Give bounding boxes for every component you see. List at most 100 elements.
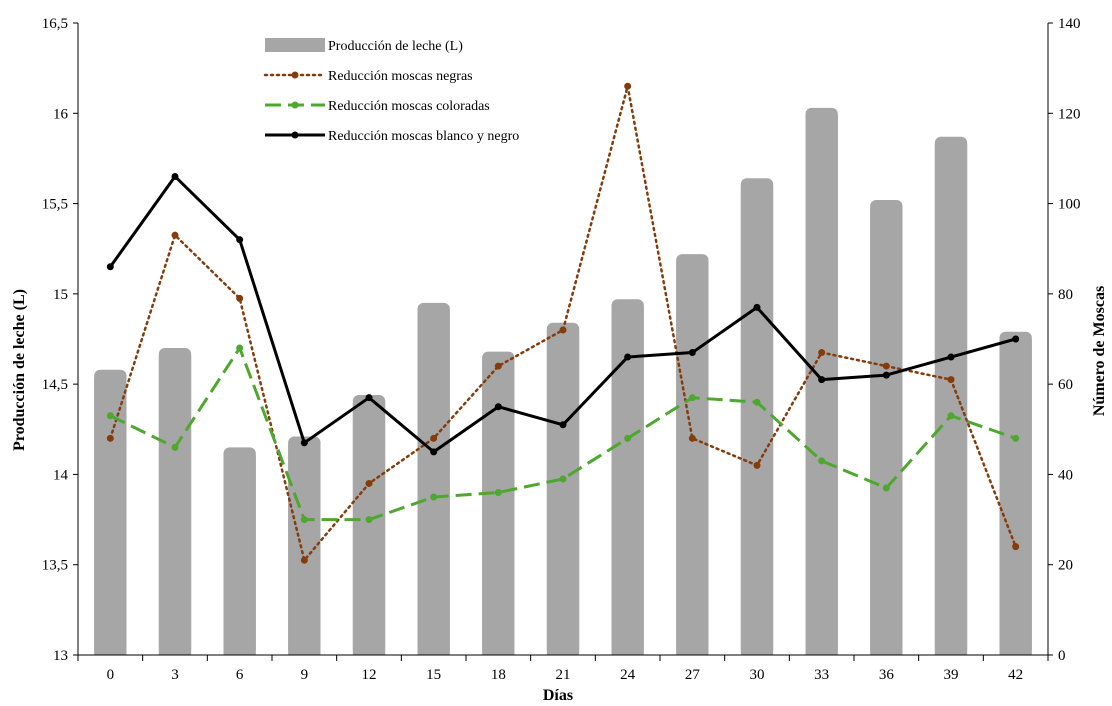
- left-tick-label: 15,5: [42, 197, 68, 213]
- series-3-point: [818, 376, 826, 384]
- left-tick-label: 14: [53, 467, 69, 483]
- series-1-point: [947, 376, 955, 384]
- series-2-point: [236, 344, 244, 352]
- x-tick-label: 39: [944, 667, 959, 683]
- left-tick-label: 13,5: [42, 558, 68, 574]
- series-2-point: [300, 516, 308, 524]
- bar-base-3: [158, 356, 192, 655]
- right-tick-label: 80: [1058, 287, 1073, 303]
- legend-label: Reducción moscas coloradas: [328, 99, 490, 114]
- x-tick-label: 24: [620, 667, 636, 683]
- series-2-point: [171, 443, 179, 451]
- series-3-point: [365, 394, 373, 402]
- bars: [94, 107, 1032, 656]
- right-tick-label: 0: [1058, 648, 1066, 664]
- series-2-point: [106, 412, 114, 420]
- x-axis-ticks: 0 3 6 9 12 15 18 21 24 27 30 33 36 39 42: [77, 655, 1049, 683]
- series-2-point: [753, 398, 761, 406]
- series-1-point: [494, 362, 502, 370]
- bar-base-9: [288, 444, 321, 655]
- series-2-point: [1012, 434, 1020, 442]
- left-tick-label: 15: [53, 287, 68, 303]
- x-tick-label: 27: [685, 667, 701, 683]
- right-tick-label: 140: [1058, 16, 1081, 32]
- bar-base-0: [94, 377, 127, 655]
- legend: Producción de leche (L) Reducción moscas …: [263, 38, 519, 144]
- bar-base-39: [934, 144, 968, 655]
- series-3-point: [882, 371, 890, 379]
- series-2-point: [947, 412, 955, 420]
- series-1-point: [430, 434, 438, 442]
- series-2-point: [494, 488, 502, 496]
- series-2-point: [624, 434, 632, 442]
- series-3-point: [494, 403, 502, 411]
- series-3-point: [753, 303, 761, 311]
- x-tick-label: 42: [1008, 667, 1023, 683]
- legend-label: Reducción moscas blanco y negro: [328, 129, 519, 144]
- series-3-point: [171, 172, 179, 180]
- series-line-2: [109, 346, 1017, 522]
- legend-swatch-marker: [291, 71, 299, 79]
- x-tick-label: 33: [814, 667, 829, 683]
- x-tick-label: 15: [426, 667, 441, 683]
- y-axis-title: Producción de leche (L): [11, 289, 28, 451]
- left-tick-label: 16: [53, 106, 69, 122]
- series-2-point: [688, 394, 696, 402]
- series-3-point: [106, 263, 114, 271]
- bar-base-21: [546, 330, 580, 655]
- series-1-point: [882, 362, 890, 370]
- series-2-point: [818, 457, 826, 465]
- right-tick-label: 120: [1058, 106, 1081, 122]
- series-1-point: [688, 434, 696, 442]
- series-2-point: [365, 516, 373, 524]
- x-tick-label: 18: [491, 667, 506, 683]
- legend-label: Reducción moscas negras: [328, 69, 473, 84]
- left-tick-label: 16,5: [42, 16, 68, 32]
- x-tick-label: 30: [750, 667, 765, 683]
- x-tick-label: 6: [236, 667, 244, 683]
- x-tick-label: 36: [879, 667, 895, 683]
- series-1-point: [300, 556, 308, 564]
- right-tick-label: 20: [1058, 558, 1073, 574]
- left-tick-label: 14,5: [42, 377, 68, 393]
- series-3-point: [947, 353, 955, 361]
- legend-swatch-marker: [291, 101, 299, 109]
- series-3-point: [1012, 335, 1020, 343]
- bar-base-6: [223, 455, 256, 655]
- right-tick-label: 60: [1058, 377, 1073, 393]
- bar-base-36: [870, 207, 903, 655]
- series-3-point: [300, 439, 308, 447]
- series-1-point: [753, 461, 761, 469]
- series-1-point: [818, 349, 826, 357]
- left-tick-label: 13: [53, 648, 68, 664]
- series-1-point: [236, 294, 244, 302]
- left-axis-ticks: 13 13,5 14 14,5 15 15,5 16 16,5: [42, 16, 78, 664]
- legend-swatch-marker: [291, 131, 299, 139]
- x-tick-label: 21: [556, 667, 571, 683]
- y2-axis-title: Número de Moscas: [1091, 286, 1108, 416]
- bar-base-30: [740, 186, 774, 655]
- bar-base-33: [805, 115, 838, 655]
- series-2-point: [430, 493, 438, 501]
- x-tick-label: 12: [362, 667, 377, 683]
- series-2-point: [559, 475, 567, 483]
- bar-base-24: [611, 307, 644, 655]
- legend-label: Producción de leche (L): [328, 39, 463, 54]
- bar-base-12: [352, 402, 386, 655]
- x-tick-label: 0: [107, 667, 115, 683]
- series-2-point: [882, 484, 890, 492]
- right-tick-label: 40: [1058, 467, 1073, 483]
- series-1-point: [365, 479, 373, 487]
- bar-base-15: [417, 310, 450, 655]
- series-1-point: [106, 434, 114, 442]
- axes: [77, 23, 1049, 656]
- series-3-point: [688, 349, 696, 357]
- x-tick-label: 3: [171, 667, 179, 683]
- series-1-point: [624, 82, 632, 90]
- right-axis-ticks: 0 20 40 60 80 100 120 140: [1048, 16, 1081, 664]
- legend-swatch-bar: [265, 38, 325, 52]
- series-1-point: [559, 326, 567, 334]
- series-3-point: [559, 421, 567, 429]
- x-axis-title: Días: [543, 687, 573, 704]
